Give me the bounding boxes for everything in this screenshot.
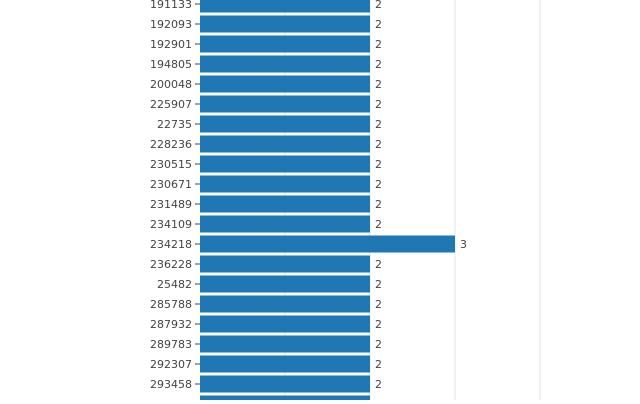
bar-19 <box>200 375 370 393</box>
data-label-2: 2 <box>375 38 382 51</box>
bar-20 <box>200 395 370 404</box>
data-label-12: 3 <box>460 238 467 251</box>
data-label-5: 2 <box>375 98 382 111</box>
bar-5 <box>200 95 370 113</box>
bar-16 <box>200 315 370 333</box>
data-label-14: 2 <box>375 278 382 291</box>
data-label-0: 2 <box>375 0 382 11</box>
tick-label-16: 287932 <box>150 318 192 331</box>
data-label-3: 2 <box>375 58 382 71</box>
tick-label-5: 225907 <box>150 98 192 111</box>
bar-14 <box>200 275 370 293</box>
bar-4 <box>200 75 370 93</box>
tick-label-7: 228236 <box>150 138 192 151</box>
bar-17 <box>200 335 370 353</box>
tick-label-19: 293458 <box>150 378 192 391</box>
tick-label-15: 285788 <box>150 298 192 311</box>
data-label-8: 2 <box>375 158 382 171</box>
tick-label-1: 192093 <box>150 18 192 31</box>
bar-10 <box>200 195 370 213</box>
tick-label-12: 234218 <box>150 238 192 251</box>
bar-18 <box>200 355 370 373</box>
data-label-13: 2 <box>375 258 382 271</box>
data-label-11: 2 <box>375 218 382 231</box>
data-label-4: 2 <box>375 78 382 91</box>
bar-3 <box>200 55 370 73</box>
bar-13 <box>200 255 370 273</box>
tick-label-4: 200048 <box>150 78 192 91</box>
bar-0 <box>200 0 370 13</box>
tick-label-0: 191133 <box>150 0 192 11</box>
bar-6 <box>200 115 370 133</box>
data-label-17: 2 <box>375 338 382 351</box>
tick-label-13: 236228 <box>150 258 192 271</box>
tick-label-8: 230515 <box>150 158 192 171</box>
tick-label-14: 25482 <box>157 278 192 291</box>
data-label-7: 2 <box>375 138 382 151</box>
tick-label-3: 194805 <box>150 58 192 71</box>
tick-label-17: 289783 <box>150 338 192 351</box>
data-label-19: 2 <box>375 378 382 391</box>
tick-label-2: 192901 <box>150 38 192 51</box>
bar-7 <box>200 135 370 153</box>
data-label-18: 2 <box>375 358 382 371</box>
data-label-15: 2 <box>375 298 382 311</box>
bar-9 <box>200 175 370 193</box>
tick-label-6: 22735 <box>157 118 192 131</box>
tick-label-11: 234109 <box>150 218 192 231</box>
bar-layer <box>200 0 455 404</box>
bar-8 <box>200 155 370 173</box>
tick-label-10: 231489 <box>150 198 192 211</box>
bar-11 <box>200 215 370 233</box>
label-layer: 191133 2 192093 2 192901 2 194805 2 200048 2 22590… <box>150 0 467 391</box>
data-label-16: 2 <box>375 318 382 331</box>
bar-12 <box>200 235 455 253</box>
data-label-10: 2 <box>375 198 382 211</box>
bar-15 <box>200 295 370 313</box>
tick-label-9: 230671 <box>150 178 192 191</box>
data-label-1: 2 <box>375 18 382 31</box>
data-label-9: 2 <box>375 178 382 191</box>
data-label-6: 2 <box>375 118 382 131</box>
bar-1 <box>200 15 370 33</box>
bar-2 <box>200 35 370 53</box>
tick-label-18: 292307 <box>150 358 192 371</box>
